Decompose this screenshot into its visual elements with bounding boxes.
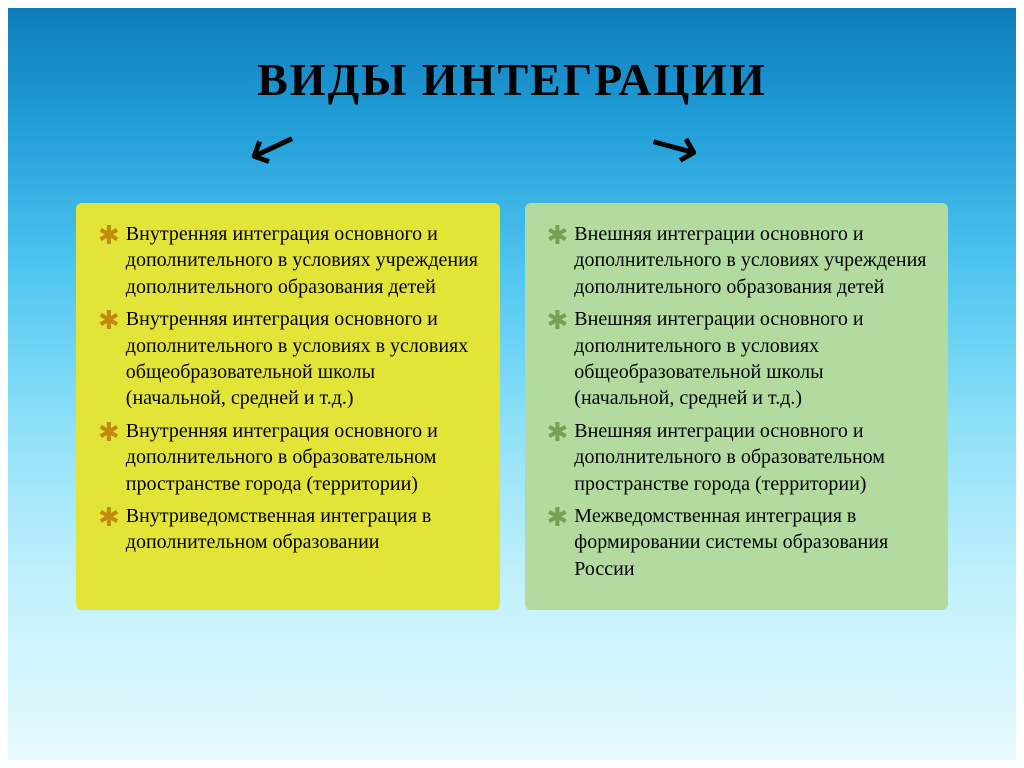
list-item: ✱ Внешняя интеграции основного и дополни…: [547, 418, 929, 497]
item-text: Внутриведомственная интеграция в дополни…: [126, 503, 480, 556]
arrow-right-icon: ↘: [636, 107, 710, 184]
left-box: ✱ Внутренняя интеграция основного и допо…: [76, 203, 500, 610]
item-text: Внутренняя интеграция основного и дополн…: [126, 221, 480, 300]
right-box: ✱ Внешняя интеграции основного и дополни…: [525, 203, 949, 610]
list-item: ✱ Внутриведомственная интеграция в допол…: [98, 503, 480, 556]
list-item: ✱ Внутренняя интеграция основного и допо…: [98, 306, 480, 412]
item-text: Внешняя интеграции основного и дополните…: [574, 306, 928, 412]
bullet-icon: ✱: [547, 505, 569, 531]
list-item: ✱ Внутренняя интеграция основного и допо…: [98, 418, 480, 497]
item-text: Внешняя интеграции основного и дополните…: [574, 221, 928, 300]
slide-title: ВИДЫ ИНТЕГРАЦИИ: [8, 53, 1016, 106]
bullet-icon: ✱: [98, 420, 120, 446]
item-text: Внутренняя интеграция основного и дополн…: [126, 306, 480, 412]
list-item: ✱ Внешняя интеграции основного и дополни…: [547, 221, 929, 300]
bullet-icon: ✱: [98, 223, 120, 249]
bullet-icon: ✱: [547, 308, 569, 334]
content-columns: ✱ Внутренняя интеграция основного и допо…: [76, 203, 948, 610]
list-item: ✱ Внешняя интеграции основного и дополни…: [547, 306, 929, 412]
bullet-icon: ✱: [547, 420, 569, 446]
bullet-icon: ✱: [98, 308, 120, 334]
bullet-icon: ✱: [547, 223, 569, 249]
list-item: ✱ Внутренняя интеграция основного и допо…: [98, 221, 480, 300]
bullet-icon: ✱: [98, 505, 120, 531]
item-text: Межведомственная интеграция в формирован…: [574, 503, 928, 582]
item-text: Внутренняя интеграция основного и дополн…: [126, 418, 480, 497]
arrow-left-icon: ↙: [239, 109, 307, 183]
item-text: Внешняя интеграции основного и дополните…: [574, 418, 928, 497]
list-item: ✱ Межведомственная интеграция в формиров…: [547, 503, 929, 582]
